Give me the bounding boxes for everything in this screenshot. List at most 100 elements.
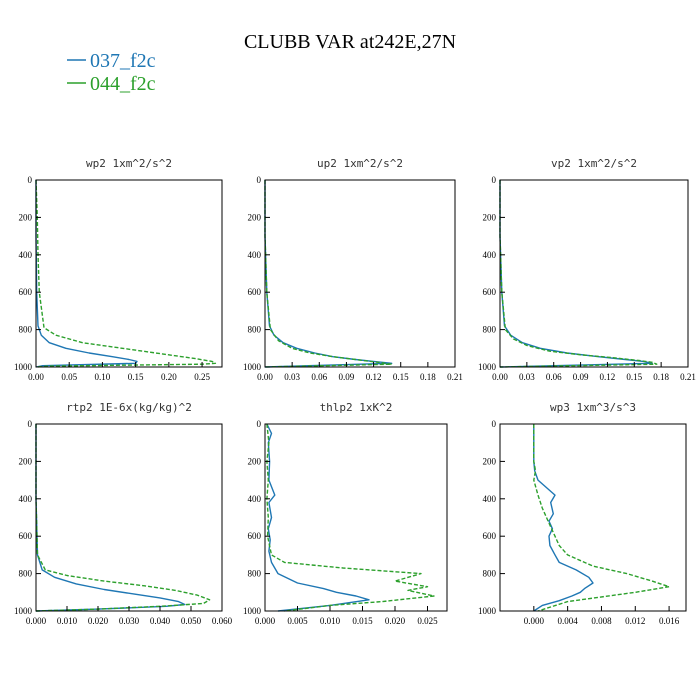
x-tick-label: 0.050 (181, 616, 202, 626)
panel-title: vp2 1xm^2/s^2 (551, 157, 637, 170)
plot-frame (264, 179, 456, 368)
series-line-044_f2c (35, 424, 211, 612)
x-tick-label: 0.012 (625, 616, 645, 626)
x-tick-label: 0.15 (393, 372, 409, 382)
x-tick-label: 0.05 (61, 372, 77, 382)
x-tick-label: 0.09 (339, 372, 355, 382)
x-tick-label: 0.004 (558, 616, 579, 626)
legend-label-044: 044_f2c (90, 73, 156, 95)
x-tick-label: 0.008 (591, 616, 612, 626)
y-tick-label: 400 (19, 494, 33, 504)
series-line-037_f2c (35, 180, 138, 368)
y-tick-label: 600 (483, 531, 497, 541)
plot-frame (264, 423, 448, 612)
y-tick-label: 0 (492, 419, 497, 429)
plot-frame (35, 179, 223, 368)
y-tick-label: 200 (483, 212, 497, 222)
y-tick-label: 1000 (14, 362, 33, 372)
y-tick-label: 0 (28, 175, 33, 185)
series-line-044_f2c (499, 180, 658, 368)
x-tick-label: 0.15 (128, 372, 144, 382)
x-tick-label: 0.06 (311, 372, 327, 382)
y-tick-label: 200 (483, 456, 497, 466)
x-tick-label: 0.06 (546, 372, 562, 382)
x-tick-label: 0.09 (573, 372, 589, 382)
x-tick-label: 0.040 (150, 616, 171, 626)
y-tick-label: 0 (257, 419, 262, 429)
series-line-044_f2c (264, 180, 393, 368)
series-line-037_f2c (264, 180, 393, 368)
x-tick-label: 0.030 (119, 616, 140, 626)
series-line-044_f2c (266, 423, 435, 612)
x-tick-label: 0.010 (57, 616, 78, 626)
x-tick-label: 0.12 (366, 372, 382, 382)
x-tick-label: 0.020 (88, 616, 109, 626)
y-tick-label: 800 (483, 325, 497, 335)
y-tick-label: 600 (483, 287, 497, 297)
x-tick-label: 0.000 (255, 616, 276, 626)
series-line-044_f2c (533, 424, 670, 612)
y-tick-label: 600 (248, 531, 262, 541)
y-tick-label: 1000 (478, 362, 497, 372)
y-tick-label: 800 (19, 569, 33, 579)
panel-title: thlp2 1xK^2 (320, 401, 393, 414)
panel-4: rtp2 1E-6x(kg/kg)^2 0 200 400 600 800 10000.00… (14, 401, 233, 626)
y-tick-label: 0 (28, 419, 33, 429)
plot-frame (499, 423, 687, 612)
series-line-037_f2c (533, 424, 594, 612)
x-tick-label: 0.025 (417, 616, 438, 626)
x-tick-label: 0.15 (626, 372, 642, 382)
y-tick-label: 400 (248, 494, 262, 504)
x-tick-label: 0.000 (524, 616, 545, 626)
panel-title: rtp2 1E-6x(kg/kg)^2 (66, 401, 192, 414)
x-tick-label: 0.060 (212, 616, 233, 626)
y-tick-label: 600 (19, 531, 33, 541)
y-tick-label: 800 (483, 569, 497, 579)
y-tick-label: 1000 (478, 606, 497, 616)
x-tick-label: 0.18 (653, 372, 669, 382)
x-tick-label: 0.000 (26, 616, 47, 626)
x-tick-label: 0.20 (161, 372, 177, 382)
series-line-037_f2c (499, 180, 653, 368)
x-tick-label: 0.03 (519, 372, 535, 382)
x-tick-label: 0.020 (385, 616, 406, 626)
y-tick-label: 400 (19, 250, 33, 260)
figure-title: CLUBB VAR at242E,27N (244, 31, 456, 53)
y-tick-label: 200 (248, 456, 262, 466)
panel-title: wp3 1xm^3/s^3 (550, 401, 636, 414)
legend-label-037: 037_f2c (90, 50, 156, 72)
y-tick-label: 0 (492, 175, 497, 185)
x-tick-label: 0.12 (600, 372, 616, 382)
x-tick-label: 0.016 (659, 616, 680, 626)
y-tick-label: 800 (248, 569, 262, 579)
x-tick-label: 0.10 (95, 372, 111, 382)
y-tick-label: 800 (19, 325, 33, 335)
series-line-037_f2c (266, 423, 370, 612)
y-tick-label: 200 (19, 212, 33, 222)
x-tick-label: 0.18 (420, 372, 436, 382)
x-tick-label: 0.03 (284, 372, 300, 382)
plot-frame (35, 423, 223, 612)
y-tick-label: 400 (483, 250, 497, 260)
y-tick-label: 600 (19, 287, 33, 297)
y-tick-label: 0 (257, 175, 262, 185)
panel-6: wp3 1xm^3/s^3 0 200 400 600 800 1000 0.000 0.004… (478, 401, 687, 626)
y-tick-label: 200 (248, 212, 262, 222)
x-tick-label: 0.21 (680, 372, 696, 382)
x-tick-label: 0.010 (320, 616, 341, 626)
y-tick-label: 1000 (14, 606, 33, 616)
legend: 037_f2c 044_f2c (67, 50, 156, 95)
x-tick-label: 0.00 (28, 372, 44, 382)
x-tick-label: 0.25 (194, 372, 210, 382)
x-tick-label: 0.21 (447, 372, 463, 382)
panel-title: up2 1xm^2/s^2 (317, 157, 403, 170)
panel-title: wp2 1xm^2/s^2 (86, 157, 172, 170)
x-tick-label: 0.015 (352, 616, 373, 626)
x-tick-label: 0.005 (287, 616, 308, 626)
x-tick-label: 0.00 (492, 372, 508, 382)
